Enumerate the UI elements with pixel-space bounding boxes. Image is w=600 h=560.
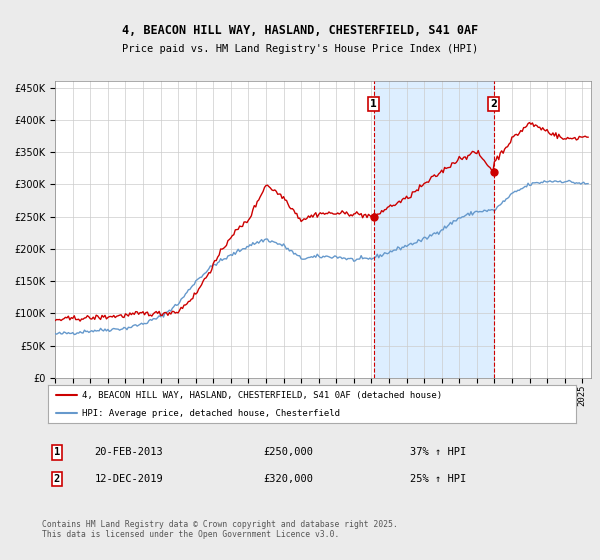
- Text: £320,000: £320,000: [263, 474, 313, 484]
- Text: 1: 1: [54, 447, 60, 458]
- Text: 2: 2: [490, 99, 497, 109]
- Text: 4, BEACON HILL WAY, HASLAND, CHESTERFIELD, S41 0AF (detached house): 4, BEACON HILL WAY, HASLAND, CHESTERFIEL…: [82, 390, 442, 399]
- Text: 37% ↑ HPI: 37% ↑ HPI: [410, 447, 466, 458]
- Text: Contains HM Land Registry data © Crown copyright and database right 2025.
This d: Contains HM Land Registry data © Crown c…: [42, 520, 398, 539]
- Text: £250,000: £250,000: [263, 447, 313, 458]
- Bar: [374, 81, 494, 378]
- Text: 25% ↑ HPI: 25% ↑ HPI: [410, 474, 466, 484]
- Text: 1: 1: [370, 99, 377, 109]
- Text: HPI: Average price, detached house, Chesterfield: HPI: Average price, detached house, Ches…: [82, 409, 340, 418]
- Text: 2: 2: [54, 474, 60, 484]
- Text: 12-DEC-2019: 12-DEC-2019: [95, 474, 163, 484]
- Text: 4, BEACON HILL WAY, HASLAND, CHESTERFIELD, S41 0AF: 4, BEACON HILL WAY, HASLAND, CHESTERFIEL…: [122, 24, 478, 38]
- Text: Price paid vs. HM Land Registry's House Price Index (HPI): Price paid vs. HM Land Registry's House …: [122, 44, 478, 54]
- Text: 20-FEB-2013: 20-FEB-2013: [95, 447, 163, 458]
